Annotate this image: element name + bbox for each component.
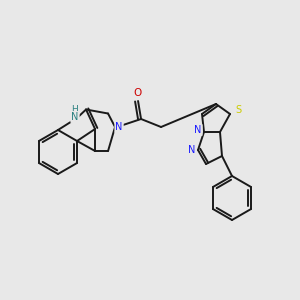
Text: N: N bbox=[188, 145, 196, 155]
Text: S: S bbox=[235, 105, 241, 115]
Text: H: H bbox=[70, 104, 77, 113]
Text: N: N bbox=[116, 122, 123, 132]
Text: O: O bbox=[133, 88, 141, 98]
Text: N: N bbox=[71, 112, 79, 122]
Text: N: N bbox=[194, 125, 202, 135]
